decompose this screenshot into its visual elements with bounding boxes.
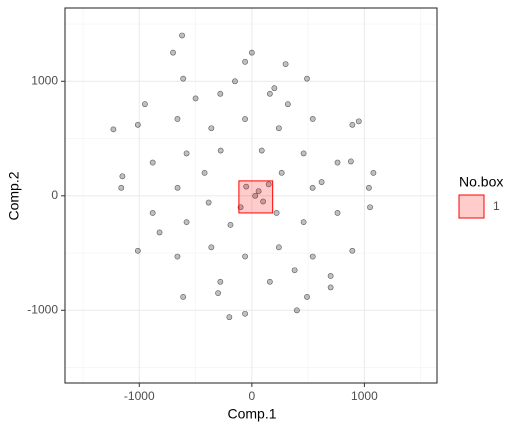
- point: [217, 147, 224, 154]
- point: [180, 293, 187, 300]
- point: [156, 229, 163, 236]
- point: [366, 184, 372, 191]
- y-tick-label: 1000: [31, 73, 58, 87]
- point: [110, 126, 117, 133]
- point: [266, 90, 273, 97]
- point: [226, 314, 233, 321]
- point: [243, 183, 250, 190]
- point: [201, 169, 208, 176]
- panel-border: [64, 7, 438, 384]
- point: [170, 49, 176, 56]
- point: [278, 169, 285, 176]
- point: [242, 310, 248, 317]
- point: [142, 101, 148, 108]
- point: [293, 307, 300, 314]
- point: [183, 150, 190, 157]
- point: [282, 61, 289, 68]
- point: [174, 116, 181, 122]
- x-axis-title: Comp.1: [227, 406, 276, 422]
- point: [304, 293, 310, 300]
- point: [119, 173, 126, 180]
- point: [174, 184, 181, 191]
- point: [183, 219, 190, 226]
- point: [134, 247, 141, 254]
- point: [180, 75, 187, 82]
- point: [232, 78, 238, 85]
- point: [242, 58, 248, 65]
- point: [291, 267, 298, 274]
- legend-key: [458, 194, 485, 219]
- plot-area: [65, 8, 437, 383]
- point: [149, 210, 156, 216]
- point: [217, 90, 224, 97]
- point: [309, 253, 316, 260]
- legend-label: 1: [493, 199, 500, 213]
- point: [227, 221, 234, 228]
- point: [300, 219, 307, 226]
- point: [275, 125, 282, 132]
- point: [327, 273, 334, 279]
- point: [318, 179, 325, 185]
- point: [300, 150, 307, 157]
- point: [370, 169, 377, 176]
- point: [284, 101, 291, 108]
- point: [265, 181, 272, 188]
- point: [252, 192, 259, 199]
- point: [273, 210, 280, 216]
- point: [349, 121, 356, 128]
- point: [208, 244, 215, 251]
- point: [309, 116, 316, 122]
- point: [260, 198, 266, 205]
- legend-title: No.box: [459, 174, 503, 190]
- x-tick-label: 1000: [351, 389, 378, 403]
- y-axis-title: Comp.2: [6, 171, 22, 220]
- point: [275, 244, 282, 251]
- point: [174, 253, 181, 260]
- point: [192, 95, 199, 102]
- point: [179, 32, 185, 39]
- point: [266, 278, 273, 285]
- point: [334, 159, 341, 166]
- point: [327, 284, 334, 291]
- x-tick-label: 0: [249, 389, 256, 403]
- point: [242, 116, 248, 122]
- point: [215, 290, 221, 297]
- point: [271, 85, 278, 92]
- point: [242, 253, 248, 260]
- point: [334, 210, 341, 216]
- point: [309, 184, 316, 191]
- point: [134, 121, 141, 128]
- point: [349, 247, 356, 254]
- point: [367, 204, 373, 211]
- point: [255, 188, 262, 195]
- box: [238, 180, 274, 214]
- point: [248, 49, 255, 56]
- point: [217, 278, 224, 285]
- point: [258, 147, 265, 154]
- point: [355, 118, 362, 125]
- point: [118, 184, 125, 191]
- point: [347, 158, 354, 165]
- point: [208, 125, 215, 132]
- point: [304, 75, 310, 82]
- x-tick-label: -1000: [124, 389, 155, 403]
- point: [149, 159, 156, 166]
- point: [205, 199, 212, 206]
- y-tick-label: 0: [51, 188, 58, 202]
- y-tick-label: -1000: [27, 302, 58, 316]
